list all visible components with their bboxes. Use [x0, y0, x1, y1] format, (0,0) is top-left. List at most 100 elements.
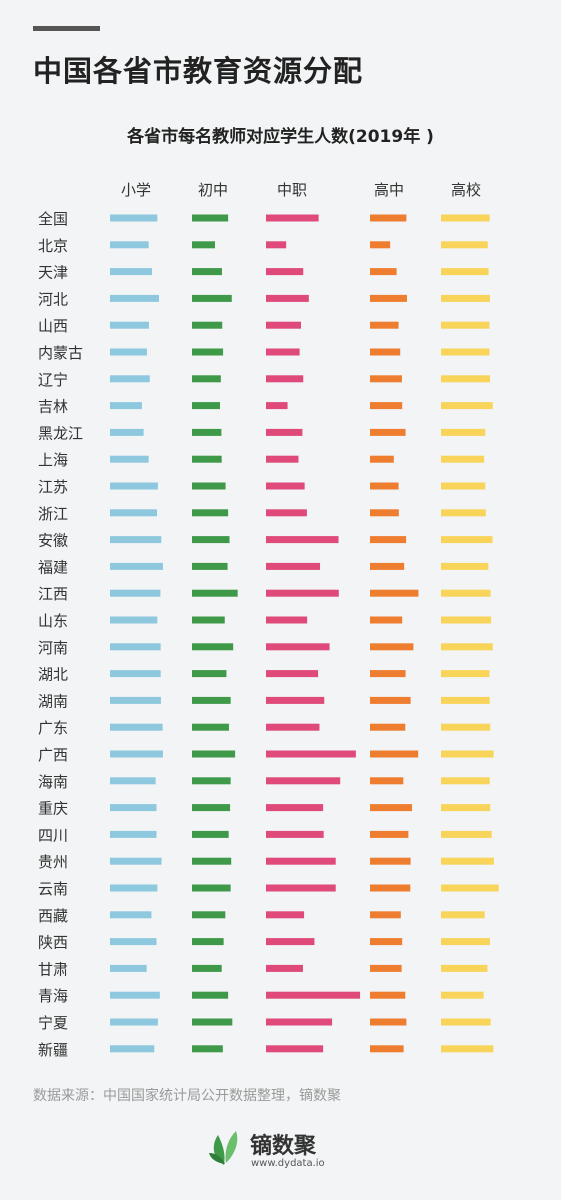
bar-2-0 — [266, 214, 319, 222]
bar-3-5 — [370, 348, 401, 356]
bar-1-5 — [192, 348, 224, 356]
bar-3-25 — [370, 884, 411, 892]
bar-0-0 — [110, 214, 158, 222]
leaf-logo-icon — [209, 1131, 238, 1165]
bar-4-10 — [441, 482, 486, 490]
column-header-3: 高中 — [374, 181, 404, 199]
bar-2-17 — [266, 670, 319, 678]
bar-0-15 — [110, 616, 158, 624]
bar-4-21 — [441, 777, 490, 785]
bar-0-13 — [110, 562, 163, 570]
bar-3-2 — [370, 268, 397, 276]
bar-0-4 — [110, 321, 149, 329]
row-label: 山西 — [38, 317, 68, 335]
bar-3-4 — [370, 321, 399, 329]
bar-0-29 — [110, 991, 160, 999]
bar-1-24 — [192, 857, 232, 865]
bar-4-11 — [441, 509, 486, 517]
bar-3-1 — [370, 241, 391, 249]
bar-3-28 — [370, 964, 402, 972]
bar-1-7 — [192, 402, 220, 410]
bar-4-5 — [441, 348, 490, 356]
bar-0-11 — [110, 509, 158, 517]
column-header-0: 小学 — [121, 181, 151, 199]
bar-0-21 — [110, 777, 156, 785]
bar-4-14 — [441, 589, 491, 597]
bar-0-16 — [110, 643, 161, 651]
bar-2-21 — [266, 777, 341, 785]
row-label: 西藏 — [38, 907, 68, 925]
bar-1-29 — [192, 991, 229, 999]
row-label: 青海 — [38, 987, 68, 1005]
bar-3-29 — [370, 991, 406, 999]
row-label: 广西 — [38, 746, 68, 764]
row-label: 四川 — [38, 826, 68, 844]
bar-2-13 — [266, 562, 321, 570]
bar-chart: 小学 初中 中职 高中 高校全国北京天津河北山西内蒙古辽宁吉林黑龙江上海江苏浙江安徽福建… — [38, 181, 499, 1059]
bar-3-24 — [370, 857, 411, 865]
bar-0-2 — [110, 268, 152, 276]
bar-0-20 — [110, 750, 163, 758]
row-label: 吉林 — [38, 398, 68, 416]
bar-1-0 — [192, 214, 229, 222]
bar-3-15 — [370, 616, 403, 624]
row-label: 广东 — [38, 719, 68, 737]
bar-0-22 — [110, 804, 157, 812]
bar-4-6 — [441, 375, 490, 383]
bar-4-2 — [441, 268, 489, 276]
bar-3-27 — [370, 938, 403, 946]
bar-0-14 — [110, 589, 161, 597]
brand-footer: 镝数聚 www.dydata.io — [0, 1125, 561, 1175]
bar-2-4 — [266, 321, 301, 329]
bar-2-15 — [266, 616, 308, 624]
bar-0-23 — [110, 830, 157, 838]
bar-4-31 — [441, 1045, 494, 1053]
bar-3-3 — [370, 294, 407, 302]
bar-3-0 — [370, 214, 407, 222]
bar-3-23 — [370, 830, 409, 838]
bar-3-6 — [370, 375, 402, 383]
row-label: 黑龙江 — [38, 424, 83, 442]
bar-2-1 — [266, 241, 287, 249]
page-title: 中国各省市教育资源分配 — [33, 54, 364, 88]
bar-4-7 — [441, 402, 493, 410]
bar-1-19 — [192, 723, 229, 731]
bar-4-13 — [441, 562, 489, 570]
bar-3-19 — [370, 723, 406, 731]
bar-4-20 — [441, 750, 494, 758]
bar-2-12 — [266, 536, 339, 544]
bar-2-22 — [266, 804, 324, 812]
row-label: 湖北 — [38, 666, 68, 684]
row-label: 新疆 — [38, 1041, 68, 1059]
bar-1-17 — [192, 670, 227, 678]
bar-0-10 — [110, 482, 158, 490]
bar-1-12 — [192, 536, 230, 544]
bar-2-23 — [266, 830, 324, 838]
bar-1-13 — [192, 562, 228, 570]
bar-0-28 — [110, 964, 147, 972]
bar-0-30 — [110, 1018, 158, 1026]
bar-0-12 — [110, 536, 162, 544]
row-label: 浙江 — [38, 505, 68, 523]
bar-1-10 — [192, 482, 226, 490]
bar-2-9 — [266, 455, 299, 463]
bar-3-20 — [370, 750, 419, 758]
row-label: 湖南 — [38, 692, 68, 710]
bar-1-11 — [192, 509, 229, 517]
bar-0-26 — [110, 911, 152, 919]
bar-4-15 — [441, 616, 492, 624]
row-label: 云南 — [38, 880, 68, 898]
bar-3-10 — [370, 482, 399, 490]
bar-1-14 — [192, 589, 238, 597]
bar-4-1 — [441, 241, 488, 249]
bar-2-18 — [266, 696, 325, 704]
bar-3-22 — [370, 804, 412, 812]
bar-1-9 — [192, 455, 222, 463]
row-label: 内蒙古 — [38, 344, 83, 362]
row-label: 山东 — [38, 612, 68, 630]
bar-2-27 — [266, 938, 315, 946]
bar-3-11 — [370, 509, 399, 517]
bar-0-19 — [110, 723, 163, 731]
row-label: 天津 — [38, 264, 68, 282]
bar-1-16 — [192, 643, 234, 651]
